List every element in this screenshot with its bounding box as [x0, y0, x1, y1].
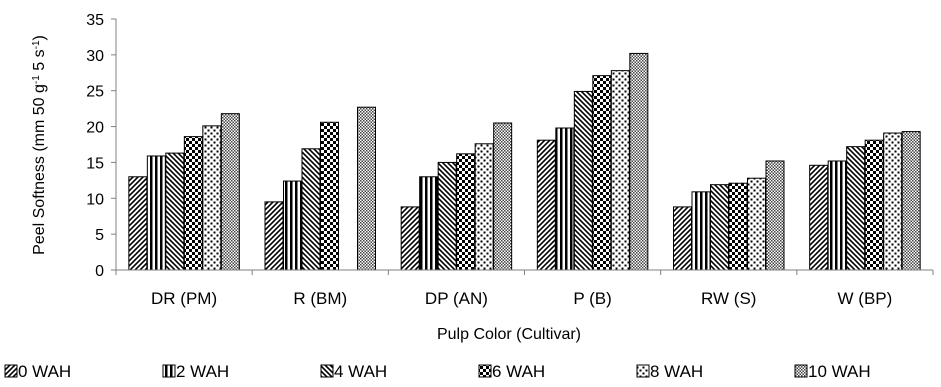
bar: [747, 177, 766, 271]
y-tick-label: 10: [86, 191, 104, 208]
x-category-label: W (BP): [838, 289, 893, 308]
bar: [474, 143, 494, 271]
y-axis-title-end: ): [31, 35, 48, 40]
bar: [629, 52, 649, 271]
legend-label: 10 WAH: [808, 362, 871, 381]
x-category-label: DP (AN): [425, 289, 488, 308]
bar: [183, 136, 203, 271]
bar: [846, 146, 866, 271]
bar: [728, 182, 748, 271]
bar: [901, 131, 921, 271]
bar: [165, 152, 185, 271]
y-axis-title-main: Peel Softness (mm 50 g: [31, 84, 48, 255]
legend-swatch: [320, 364, 334, 378]
bar: [592, 75, 612, 271]
x-axis-categories: DR (PM) R (BM) DP (AN) P (B) RW (S) W (BP): [115, 270, 934, 308]
y-tick-label: 15: [86, 155, 104, 172]
bar: [301, 148, 321, 271]
y-axis-title-sup1: -1: [31, 75, 42, 84]
y-axis-title: Peel Softness (mm 50 g-1 5 s-1): [31, 35, 49, 255]
bar: [357, 106, 376, 271]
y-tick-label: 5: [95, 227, 104, 244]
bar: [493, 122, 513, 271]
legend-swatch: [4, 364, 18, 378]
bar: [610, 70, 630, 271]
y-tick-label: 0: [95, 263, 104, 280]
y-axis-ticks: 0 5 10 15 20 25 30 35: [86, 12, 116, 280]
bar: [437, 161, 457, 271]
x-axis-title: Pulp Color (Cultivar): [437, 326, 581, 343]
bars-layer: [128, 52, 921, 271]
y-tick-label: 30: [86, 48, 104, 65]
y-tick-label: 25: [86, 84, 104, 101]
legend-label: 8 WAH: [650, 362, 703, 381]
y-tick-label: 35: [86, 12, 104, 29]
bar: [419, 176, 439, 271]
bar: [827, 160, 847, 271]
x-category-label: RW (S): [701, 289, 756, 308]
legend-swatch: [794, 364, 808, 378]
bar: [536, 139, 556, 271]
bar: [765, 160, 785, 271]
x-category-label: R (BM): [293, 289, 347, 308]
x-category-label: P (B): [573, 289, 611, 308]
bar: [883, 132, 903, 271]
legend-label: 2 WAH: [176, 362, 229, 381]
legend-swatch: [162, 364, 176, 378]
bar: [320, 121, 339, 271]
bar: [264, 201, 284, 271]
legend-label: 6 WAH: [492, 362, 545, 381]
y-tick-label: 20: [86, 120, 104, 137]
legend-swatch: [478, 364, 492, 378]
bar: [809, 164, 829, 271]
bar: [573, 90, 593, 271]
legend-label: 0 WAH: [18, 362, 71, 381]
x-category-label: DR (PM): [151, 289, 217, 308]
y-axis-title-mid: 5 s: [31, 49, 48, 75]
bar: [400, 206, 420, 271]
bar: [283, 180, 302, 271]
legend-swatch: [636, 364, 650, 378]
bar: [864, 139, 884, 271]
bar: [146, 155, 166, 271]
y-axis-title-sup2: -1: [31, 40, 42, 49]
bar: [555, 127, 575, 271]
legend: 0 WAH 2 WAH 4 WAH 6 WAH 8 WAH 10 WAH: [4, 362, 871, 381]
bar: [710, 184, 729, 271]
bar: [691, 191, 711, 271]
bar: [128, 176, 148, 271]
bar: [456, 153, 476, 271]
legend-label: 4 WAH: [334, 362, 387, 381]
bar: [220, 113, 240, 271]
bar: [673, 206, 692, 271]
bar: [202, 125, 222, 271]
